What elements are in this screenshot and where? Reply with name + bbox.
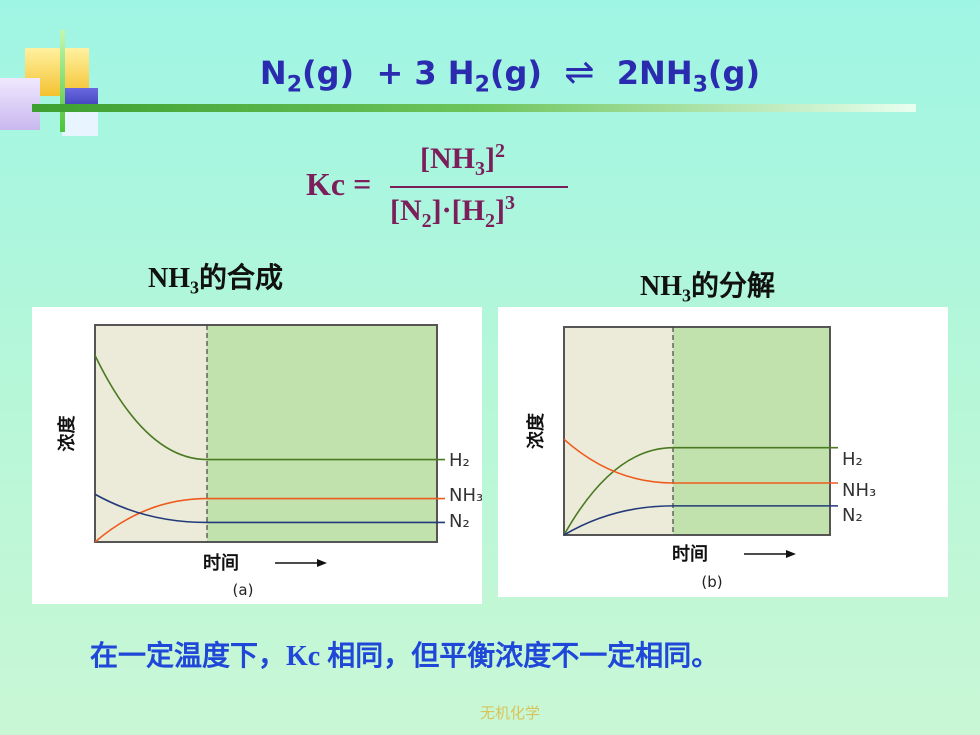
plot-region-before-equilibrium <box>95 325 207 542</box>
decomposition-label: NH3的分解 <box>640 264 775 307</box>
series-line-h2 <box>94 355 445 461</box>
conclusion-note: 在一定温度下，Kc 相同，但平衡浓度不一定相同。 <box>90 641 720 672</box>
plot-region-equilibrium <box>673 327 830 535</box>
footer-course-name: 无机化学 <box>479 704 540 722</box>
kc-denominator: [N2]·[H2]3 <box>390 192 515 233</box>
series-label-h2: H₂ <box>449 450 470 471</box>
plot-frame <box>563 326 831 536</box>
deco-light-square <box>62 110 98 136</box>
kc-den-close: ] <box>494 194 505 227</box>
kc-den-mid: ]·[H <box>431 194 485 227</box>
kc-den-b-sub: 2 <box>484 210 495 232</box>
kc-numerator-text: [NH <box>420 142 475 175</box>
time-arrowhead-icon <box>317 559 327 567</box>
decomposition-label-prefix: NH <box>640 271 682 302</box>
kc-lhs: Kc = <box>306 166 372 202</box>
title-underline <box>32 104 916 112</box>
chart-panel-a: H₂ NH₃ N₂ 浓度时间 (a) <box>32 307 483 604</box>
series-line-n2 <box>94 493 445 524</box>
decomposition-label-sub: 3 <box>682 285 691 306</box>
kc-numerator-sup: 2 <box>495 140 505 162</box>
plot-region-equilibrium <box>207 325 437 542</box>
series-label-nh3: NH₃ <box>449 485 482 506</box>
n2-subscript: 2 <box>286 72 302 98</box>
equilibrium-arrow-icon: ⇌ <box>564 52 595 93</box>
time-arrowhead-icon <box>786 550 796 558</box>
kc-numerator-close: ] <box>485 142 495 175</box>
y-axis-label: 浓度 <box>525 412 547 449</box>
series-line-n2 <box>563 505 838 536</box>
panel-caption: (b) <box>701 573 722 591</box>
nh3-state: (g) <box>707 54 761 92</box>
n2-state: (g) <box>302 54 355 92</box>
series-line-nh3 <box>94 497 445 543</box>
reaction-equation: N2(g) + 3 H2(g) ⇌ 2NH3(g) <box>0 52 980 97</box>
plot-region-before-equilibrium <box>564 327 673 535</box>
synthesis-label-prefix: NH <box>148 263 190 294</box>
deco-vertical-line <box>60 30 65 132</box>
series-label-n2: N₂ <box>449 511 470 532</box>
synthesis-label: NH3的合成 <box>148 256 283 299</box>
synthesis-label-sub: 3 <box>190 277 199 298</box>
kc-den-sup: 3 <box>504 192 515 214</box>
fraction-bar <box>390 186 568 188</box>
kc-numerator-sub: 3 <box>475 158 485 180</box>
series-line-nh3 <box>563 438 838 484</box>
series-label-n2: N₂ <box>842 505 863 526</box>
nh3-product: 2NH <box>616 54 693 92</box>
kc-den-a: [N <box>390 194 422 227</box>
h2-subscript: 2 <box>474 72 490 98</box>
synthesis-label-suffix: 的合成 <box>199 263 284 294</box>
y-axis-label: 浓度 <box>56 415 78 452</box>
chart-panel-b: H₂ NH₃ N₂ 浓度时间 (b) <box>498 307 948 597</box>
kc-numerator: [NH3]2 <box>420 140 505 181</box>
nh3-subscript: 3 <box>692 72 708 98</box>
series-line-h2 <box>563 446 838 536</box>
panel-caption: (a) <box>233 581 254 599</box>
x-axis-label: 时间 <box>203 553 239 574</box>
n2-symbol: N <box>259 54 287 92</box>
series-label-nh3: NH₃ <box>842 480 876 501</box>
h2-state: (g) <box>489 54 543 92</box>
x-axis-label: 时间 <box>672 544 708 565</box>
h2-term: + 3 H <box>376 54 475 92</box>
decomposition-label-suffix: 的分解 <box>691 271 776 302</box>
plot-frame <box>94 324 438 543</box>
kc-den-a-sub: 2 <box>421 210 432 232</box>
series-label-h2: H₂ <box>842 449 863 470</box>
